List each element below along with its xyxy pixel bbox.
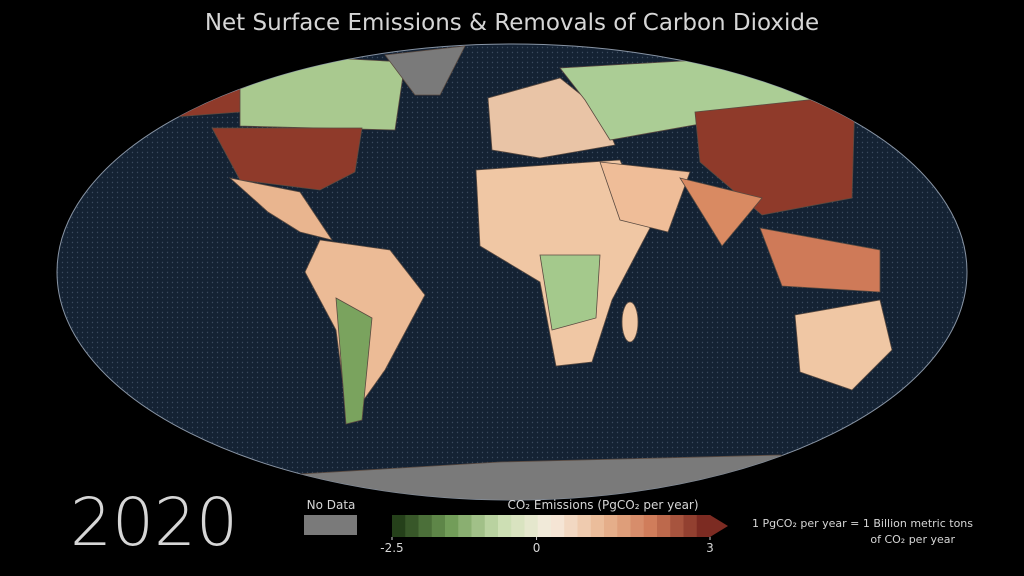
colorbar-step (630, 515, 645, 537)
no-data-swatch (304, 515, 357, 535)
colorbar-step (511, 515, 525, 537)
colorbar-step (524, 515, 539, 537)
colorbar-step (471, 515, 486, 537)
note-line: 1 PgCO₂ per year = 1 Billion metric tons (752, 517, 973, 530)
middle-east (599, 161, 691, 233)
alaska (98, 61, 251, 119)
colorbar-step (564, 515, 578, 537)
central-america (228, 177, 333, 241)
central-africa (539, 254, 601, 331)
colorbar-step (498, 515, 512, 537)
madagascar (621, 301, 639, 343)
colorbar-step (484, 515, 499, 537)
colorbar-step (418, 515, 433, 537)
colorbar-step (683, 515, 698, 537)
colorbar-step (657, 515, 671, 537)
colorbar-arrow (710, 515, 728, 537)
southern-cone (335, 297, 373, 425)
title: Net Surface Emissions & Removals of Carb… (205, 10, 819, 36)
year: 2020 (70, 484, 238, 561)
colorbar-step (458, 515, 472, 537)
colorbar-step (670, 515, 684, 537)
colorbar: -2.5 0 3 (380, 515, 728, 555)
colorbar-step (551, 515, 565, 537)
colorbar-step (537, 515, 552, 537)
colorbar-step (696, 515, 711, 537)
india (679, 177, 763, 247)
colorbar-tick-label: 3 (706, 541, 714, 555)
legend-title: CO₂ Emissions (PgCO₂ per year) (507, 498, 698, 512)
colorbar-step (604, 515, 618, 537)
no-data-label: No Data (307, 498, 356, 512)
colorbar-tick-label: 0 (533, 541, 541, 555)
colorbar-step (643, 515, 658, 537)
colorbar-step (617, 515, 631, 537)
colorbar-tick-label: -2.5 (380, 541, 403, 555)
colorbar-step (392, 515, 406, 537)
note-line: of CO₂ per year (870, 533, 955, 546)
australia (794, 299, 893, 391)
colorbar-step (577, 515, 592, 537)
colorbar-step (445, 515, 459, 537)
colorbar-step (590, 515, 605, 537)
canada (239, 57, 406, 131)
colorbar-step (405, 515, 419, 537)
usa (211, 127, 363, 191)
southeast-asia (759, 227, 881, 293)
greenland (384, 45, 466, 96)
colorbar-step (431, 515, 446, 537)
